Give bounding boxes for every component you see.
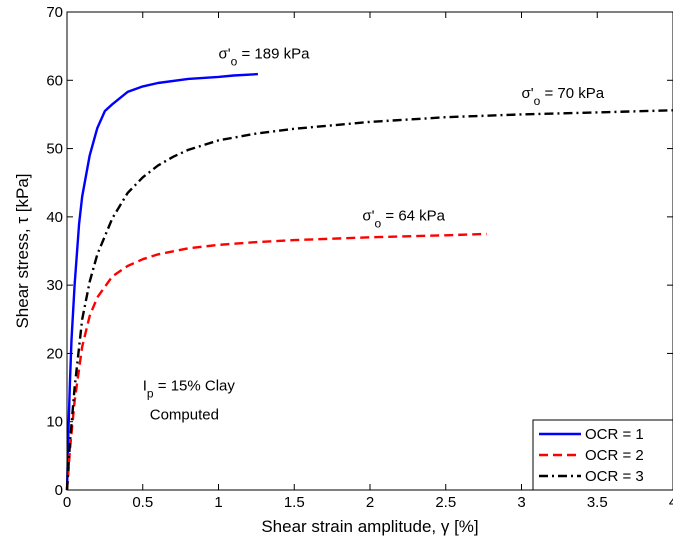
clay-note: Ip = 15% Clay	[143, 377, 236, 400]
x-tick-label: 4	[669, 494, 673, 511]
annotations: σ'o = 189 kPa σ'o = 70 kPa σ'o = 64 kPa Ip …	[143, 45, 605, 423]
y-tick-label: 70	[46, 4, 63, 21]
series-line-ocr-1	[65, 72, 258, 491]
y-tick-label: 60	[46, 72, 63, 89]
x-tick-label: 2	[366, 494, 374, 511]
computed-note: Computed	[150, 406, 219, 423]
x-tick-label: 3	[517, 494, 525, 511]
legend-label: OCR = 2	[585, 447, 644, 464]
annotation-label: σ'o = 64 kPa	[362, 207, 445, 230]
x-tick-label: 0.5	[132, 494, 153, 511]
x-tick-label: 1	[214, 494, 222, 511]
annotation-label: σ'o = 189 kPa	[219, 45, 311, 68]
y-tick-label: 40	[46, 209, 63, 226]
y-tick-label: 50	[46, 141, 63, 158]
y-tick-label: 10	[46, 414, 63, 431]
plot-area	[67, 12, 673, 490]
legend: OCR = 1 OCR = 2 OCR = 3	[532, 419, 673, 491]
ticks: 00.511.522.533.54010203040506070	[46, 4, 673, 511]
x-tick-label: 2.5	[435, 494, 456, 511]
x-tick-label: 1.5	[284, 494, 305, 511]
y-tick-label: 20	[46, 345, 63, 362]
y-tick-label: 0	[55, 482, 63, 499]
plot-frame	[66, 11, 673, 491]
annotation-label: σ'o = 70 kPa	[522, 85, 605, 108]
y-axis-label: Shear stress, τ [kPa]	[13, 173, 32, 328]
series-line-ocr-2	[65, 232, 487, 491]
y-tick-label: 30	[46, 277, 63, 294]
legend-label: OCR = 3	[585, 468, 644, 485]
series-line-ocr-3	[65, 109, 673, 491]
x-tick-label: 0	[63, 494, 71, 511]
legend-label: OCR = 1	[585, 426, 644, 443]
x-tick-label: 3.5	[587, 494, 608, 511]
series-group	[65, 72, 673, 491]
x-axis-label: Shear strain amplitude, γ [%]	[261, 517, 478, 536]
